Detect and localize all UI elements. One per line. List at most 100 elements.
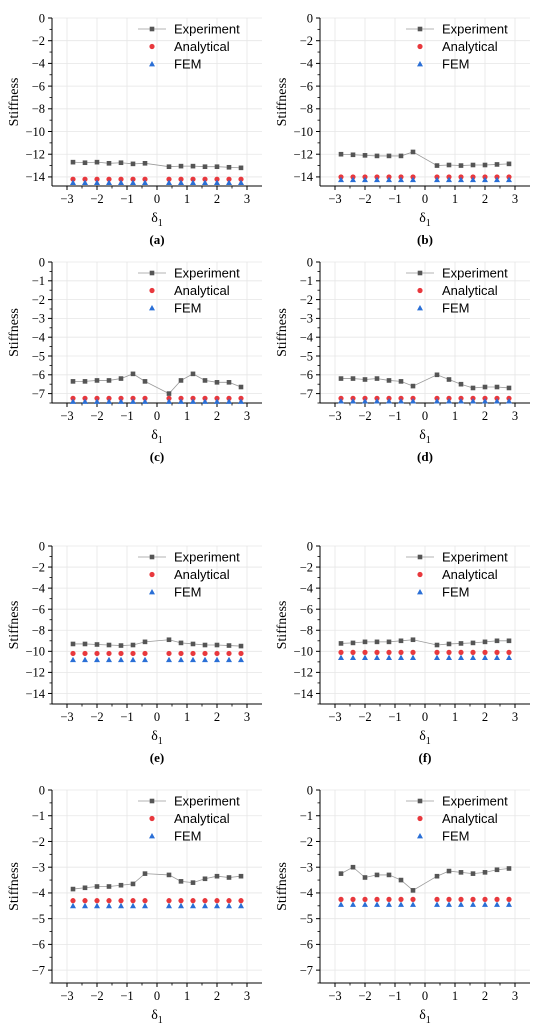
y-tick-label: −10 [25,645,45,659]
series-fem [70,902,244,909]
y-axis-title: Stiffness [7,862,22,911]
data-point [350,864,356,870]
data-point [214,902,220,909]
legend-entry: Experiment [406,266,508,281]
data-point [482,896,488,902]
y-tick-label: −7 [300,387,313,401]
data-point [434,901,440,907]
data-point [470,162,476,168]
y-tick-label: −4 [300,57,314,71]
data-point [202,395,208,401]
data-point [410,637,416,643]
data-point [446,641,452,647]
series-experiment [338,864,512,893]
data-point [94,642,100,647]
x-tick-label: 2 [214,409,220,423]
data-point [410,398,416,404]
data-point [374,901,380,907]
data-point [410,383,416,389]
legend-entry: FEM [417,585,469,600]
data-point [350,398,356,404]
y-tick-label: 0 [39,255,45,269]
legend-marker [149,61,155,67]
data-point [202,164,208,170]
data-point [130,371,136,377]
data-point [70,395,76,401]
legend-label: FEM [442,301,469,316]
legend-label: Analytical [442,567,498,582]
data-point [178,176,184,182]
data-point [130,881,136,887]
y-tick-label: −12 [293,666,313,680]
data-point [94,902,100,909]
data-point [482,384,488,390]
data-point [178,650,184,657]
series-analytical [70,395,244,401]
data-point [470,176,476,183]
series-experiment [338,637,512,648]
y-tick-label: −1 [32,809,45,823]
x-tick-label: 0 [422,192,428,206]
y-tick-label: −2 [300,835,313,849]
x-tick-label: 2 [482,192,488,206]
legend-marker [149,798,155,804]
data-point [190,880,196,885]
data-point [166,179,172,185]
data-point [386,872,392,878]
data-point [434,873,440,879]
x-tick-label: −2 [90,192,103,206]
data-point [362,377,368,382]
legend-marker [417,305,423,311]
legend-entry: Analytical [417,567,498,582]
data-point [190,395,196,401]
y-tick-label: −2 [32,34,45,48]
data-point [338,641,344,646]
y-tick-label: −2 [32,835,45,849]
data-point [106,179,112,185]
data-point [506,161,512,167]
data-point [190,179,196,185]
data-point [470,398,476,404]
legend-marker [417,43,423,50]
data-point [338,151,344,157]
data-point [338,176,344,183]
data-point [446,377,452,382]
legend-label: Experiment [174,266,240,281]
y-tick-label: −12 [293,148,313,162]
data-point [94,176,100,182]
data-point [190,371,196,377]
data-point [70,902,76,909]
data-point [410,654,416,661]
data-point [142,639,148,645]
data-point [202,876,208,882]
x-tick-label: −1 [388,409,401,423]
data-point [482,176,488,183]
y-tick-label: −8 [32,102,45,116]
data-point [482,901,488,907]
data-point [494,867,500,873]
x-tick-label: −3 [328,989,341,1003]
data-point [142,160,148,166]
data-point [238,176,244,182]
data-point [386,378,392,383]
data-point [238,898,244,904]
data-point [142,902,148,909]
data-point [202,650,208,657]
data-point [506,866,512,871]
data-point [214,873,220,879]
data-point [70,159,76,165]
data-point [106,378,112,383]
y-tick-label: −8 [32,624,45,638]
x-tick-label: −1 [388,710,401,724]
data-point [338,654,344,661]
x-tick-label: 2 [214,192,220,206]
x-axis-title: δ1 [151,1008,163,1026]
legend-label: Analytical [174,567,230,582]
data-point [238,902,244,909]
legend-entry: FEM [149,585,201,600]
x-tick-label: −2 [358,409,371,423]
data-point [106,160,112,166]
data-point [166,902,172,909]
data-point [226,395,232,401]
data-point [362,176,368,183]
